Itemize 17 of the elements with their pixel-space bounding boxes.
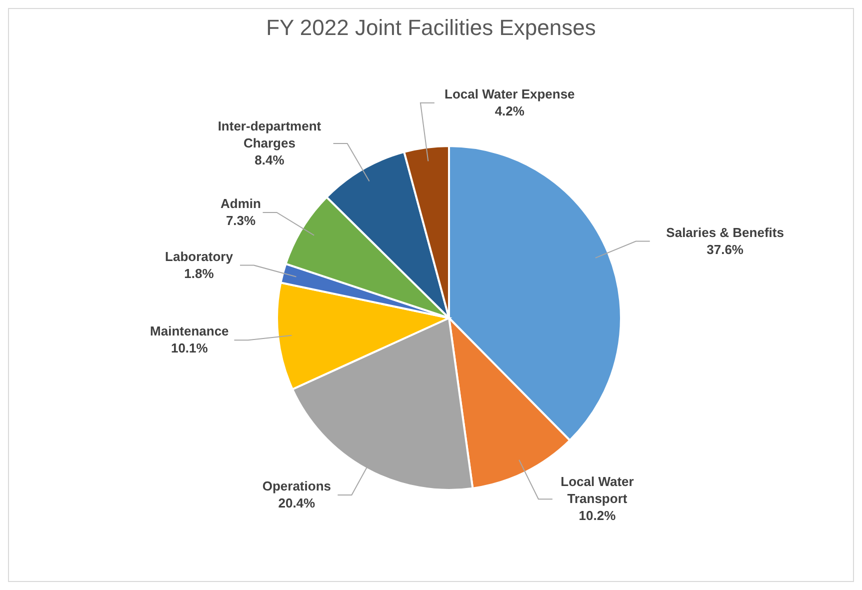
- data-label: 4.2%: [494, 103, 525, 118]
- data-label: 7.3%: [226, 212, 256, 228]
- slice-label: Inter-department Charges: [218, 118, 322, 150]
- data-label: 37.6%: [706, 242, 744, 257]
- slice-label: Operations: [262, 478, 331, 494]
- slice-label: Maintenance: [150, 324, 229, 339]
- data-label: 20.4%: [278, 496, 316, 511]
- data-label: 10.2%: [578, 508, 616, 524]
- slice-label: Salaries & Benefits: [666, 224, 784, 240]
- data-label: 8.4%: [254, 152, 285, 168]
- data-label: 10.1%: [170, 340, 208, 356]
- slice-label: Local Water Transport: [560, 474, 634, 506]
- slice-label: Admin: [220, 196, 262, 211]
- slice-label: Local Water Expense: [444, 86, 575, 102]
- slice-label: Laboratory: [165, 248, 234, 264]
- chart-title: FY 2022 Joint Facilities Expenses: [265, 14, 597, 42]
- data-label: 1.8%: [184, 266, 214, 281]
